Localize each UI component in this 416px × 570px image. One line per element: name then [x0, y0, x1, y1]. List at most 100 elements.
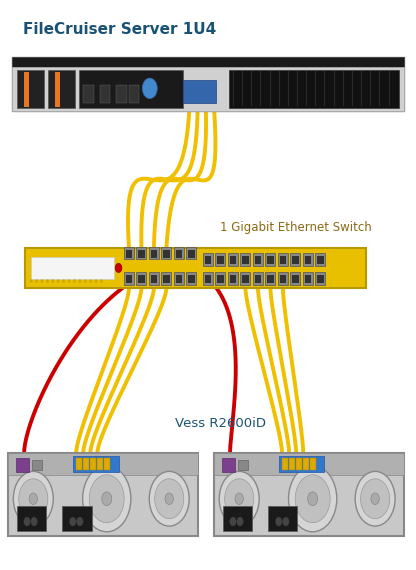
Circle shape	[100, 279, 103, 283]
FancyBboxPatch shape	[215, 272, 225, 285]
FancyBboxPatch shape	[32, 460, 42, 470]
FancyBboxPatch shape	[240, 272, 250, 285]
FancyBboxPatch shape	[217, 256, 224, 264]
FancyBboxPatch shape	[104, 458, 110, 470]
FancyBboxPatch shape	[255, 256, 261, 264]
FancyBboxPatch shape	[12, 67, 404, 111]
FancyBboxPatch shape	[149, 247, 159, 259]
FancyBboxPatch shape	[296, 458, 302, 470]
Circle shape	[115, 263, 122, 272]
Circle shape	[19, 479, 48, 519]
FancyBboxPatch shape	[17, 506, 46, 531]
Circle shape	[24, 517, 30, 526]
FancyBboxPatch shape	[48, 70, 75, 108]
FancyBboxPatch shape	[253, 253, 263, 266]
FancyBboxPatch shape	[138, 250, 145, 258]
FancyBboxPatch shape	[163, 250, 170, 258]
Circle shape	[295, 475, 330, 523]
FancyBboxPatch shape	[265, 253, 275, 266]
FancyBboxPatch shape	[315, 272, 325, 285]
FancyBboxPatch shape	[279, 456, 324, 472]
FancyBboxPatch shape	[8, 453, 198, 475]
FancyBboxPatch shape	[100, 86, 110, 103]
FancyBboxPatch shape	[186, 247, 196, 259]
FancyBboxPatch shape	[205, 256, 211, 264]
FancyBboxPatch shape	[305, 275, 311, 283]
FancyBboxPatch shape	[83, 86, 94, 103]
Circle shape	[361, 479, 390, 519]
FancyBboxPatch shape	[174, 272, 184, 285]
FancyBboxPatch shape	[223, 506, 252, 531]
FancyBboxPatch shape	[203, 272, 213, 285]
FancyBboxPatch shape	[268, 506, 297, 531]
Circle shape	[41, 279, 43, 283]
FancyBboxPatch shape	[240, 253, 250, 266]
FancyBboxPatch shape	[230, 275, 236, 283]
FancyBboxPatch shape	[24, 72, 29, 107]
Circle shape	[308, 492, 318, 506]
FancyBboxPatch shape	[176, 275, 182, 283]
Circle shape	[355, 471, 395, 526]
FancyBboxPatch shape	[12, 57, 404, 111]
FancyBboxPatch shape	[280, 256, 286, 264]
FancyBboxPatch shape	[290, 272, 300, 285]
Circle shape	[30, 279, 32, 283]
FancyBboxPatch shape	[280, 275, 286, 283]
Circle shape	[69, 517, 76, 526]
Circle shape	[29, 493, 37, 504]
FancyBboxPatch shape	[161, 272, 171, 285]
Circle shape	[79, 279, 81, 283]
FancyBboxPatch shape	[267, 275, 274, 283]
FancyBboxPatch shape	[317, 256, 324, 264]
FancyBboxPatch shape	[25, 248, 366, 288]
Circle shape	[102, 492, 112, 506]
Circle shape	[142, 78, 157, 99]
FancyBboxPatch shape	[317, 275, 324, 283]
FancyBboxPatch shape	[151, 275, 157, 283]
FancyBboxPatch shape	[188, 275, 195, 283]
FancyBboxPatch shape	[161, 247, 171, 259]
Circle shape	[165, 493, 173, 504]
FancyBboxPatch shape	[151, 250, 157, 258]
FancyBboxPatch shape	[303, 458, 309, 470]
FancyBboxPatch shape	[228, 253, 238, 266]
Circle shape	[13, 471, 53, 526]
Circle shape	[275, 517, 282, 526]
Circle shape	[282, 517, 289, 526]
Circle shape	[230, 517, 236, 526]
Circle shape	[46, 279, 49, 283]
Circle shape	[155, 479, 184, 519]
Circle shape	[77, 517, 83, 526]
FancyBboxPatch shape	[176, 250, 182, 258]
FancyBboxPatch shape	[126, 275, 132, 283]
FancyBboxPatch shape	[16, 458, 29, 472]
Circle shape	[68, 279, 70, 283]
FancyBboxPatch shape	[83, 458, 89, 470]
Text: 1 Gigabit Ethernet Switch: 1 Gigabit Ethernet Switch	[220, 221, 372, 234]
FancyBboxPatch shape	[186, 272, 196, 285]
FancyBboxPatch shape	[290, 253, 300, 266]
Circle shape	[31, 517, 37, 526]
Circle shape	[95, 279, 97, 283]
Circle shape	[89, 475, 124, 523]
FancyBboxPatch shape	[292, 275, 299, 283]
Circle shape	[57, 279, 59, 283]
Text: Vess R2600iD: Vess R2600iD	[175, 417, 266, 430]
FancyBboxPatch shape	[76, 458, 82, 470]
FancyBboxPatch shape	[62, 506, 92, 531]
Circle shape	[237, 517, 243, 526]
Circle shape	[225, 479, 254, 519]
Circle shape	[235, 493, 243, 504]
Circle shape	[62, 279, 65, 283]
FancyBboxPatch shape	[136, 247, 146, 259]
FancyBboxPatch shape	[255, 275, 261, 283]
FancyBboxPatch shape	[126, 250, 132, 258]
FancyBboxPatch shape	[242, 275, 249, 283]
FancyBboxPatch shape	[12, 57, 404, 67]
FancyBboxPatch shape	[136, 272, 146, 285]
FancyBboxPatch shape	[188, 250, 195, 258]
FancyBboxPatch shape	[129, 86, 139, 103]
FancyBboxPatch shape	[174, 247, 184, 259]
Circle shape	[52, 279, 54, 283]
FancyBboxPatch shape	[265, 272, 275, 285]
